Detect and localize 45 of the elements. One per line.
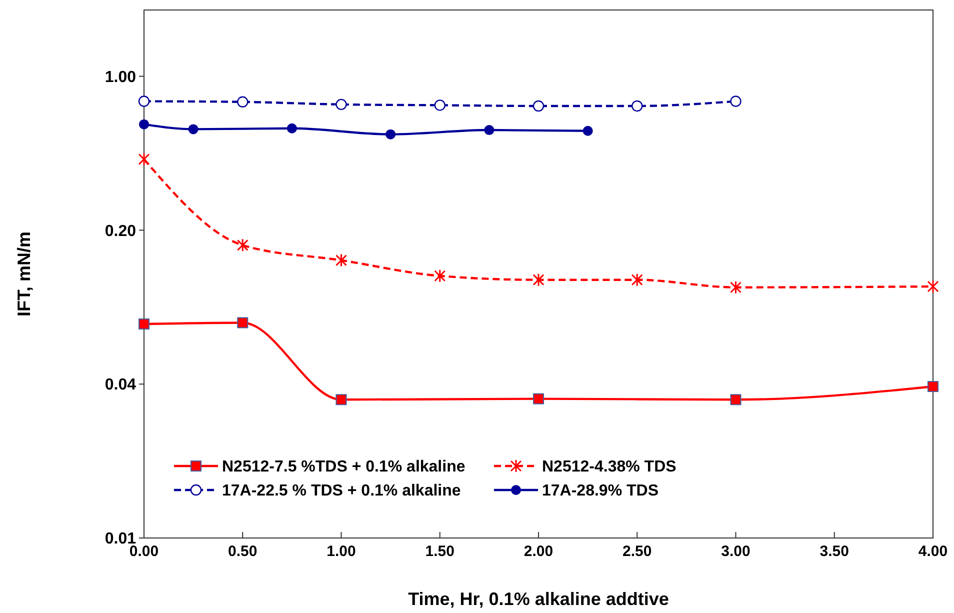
x-tick-label: 0.50 <box>228 543 258 560</box>
point <box>138 318 150 330</box>
point <box>730 394 742 406</box>
x-tick-label: 1.50 <box>425 543 454 560</box>
legend-label: N2512-7.5 %TDS + 0.1% alkaline <box>222 458 466 476</box>
x-tick-label: 1.00 <box>326 543 356 560</box>
x-tick-label: 2.00 <box>524 543 554 560</box>
point <box>434 269 446 283</box>
legend-label: 17A-28.9% TDS <box>542 482 659 500</box>
x-tick-label: 2.50 <box>622 543 652 560</box>
point <box>928 381 938 392</box>
point <box>582 126 593 136</box>
x-tick-label: 3.50 <box>820 543 849 560</box>
x-tick-label: 3.00 <box>721 543 750 560</box>
y-tick-label: 0.20 <box>104 222 136 240</box>
point <box>386 129 396 140</box>
point <box>632 100 643 112</box>
point <box>188 124 198 134</box>
point <box>532 273 544 287</box>
point <box>730 280 742 294</box>
y-tick-label: 1.00 <box>104 68 136 86</box>
y-tick-label: 0.04 <box>104 376 136 394</box>
point <box>336 254 347 268</box>
point <box>927 280 939 294</box>
point <box>237 317 248 328</box>
point <box>138 96 150 107</box>
x-axis-title: Time, Hr, 0.1% alkaline addtive <box>408 589 669 609</box>
point <box>139 119 149 130</box>
point <box>434 100 446 111</box>
point <box>532 100 544 112</box>
point <box>138 152 150 166</box>
point <box>484 125 494 136</box>
point <box>286 123 297 134</box>
point <box>237 96 248 108</box>
point <box>533 393 544 404</box>
x-tick-label: 0.00 <box>129 543 159 560</box>
point <box>336 394 347 406</box>
x-tick-label: 4.00 <box>918 543 948 560</box>
point <box>631 273 643 287</box>
point <box>236 238 248 252</box>
legend-label: 17A-22.5 % TDS + 0.1% alkaline <box>222 482 461 500</box>
legend-label: N2512-4.38% TDS <box>542 458 677 476</box>
point <box>730 96 742 107</box>
y-axis-title: IFT, mN/m <box>14 231 34 317</box>
point <box>336 98 347 110</box>
